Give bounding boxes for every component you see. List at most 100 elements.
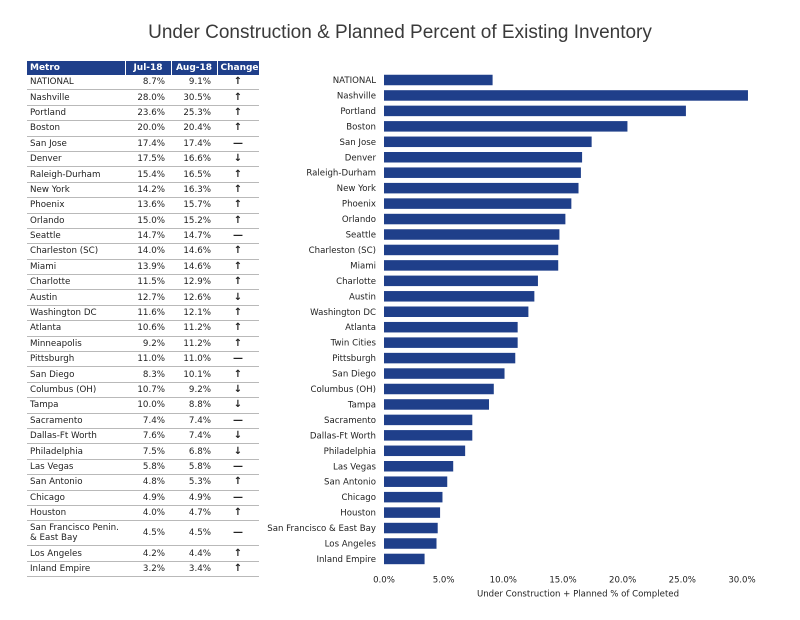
aug-cell: 4.9% xyxy=(171,490,217,506)
metro-cell: San Francisco Penin. & East Bay xyxy=(27,520,125,547)
category-label: Chicago xyxy=(341,493,376,503)
category-label: Charlotte xyxy=(336,277,376,287)
table-row: Dallas-Ft Worth 7.6% 7.4% ↓ xyxy=(27,428,259,445)
bar xyxy=(384,337,518,348)
metro-table: Metro Jul-18 Aug-18 Change NATIONAL 8.7% 9… xyxy=(27,61,260,578)
table-row: Raleigh-Durham 15.4% 16.5% ↑ xyxy=(27,166,259,183)
arrow-up-icon: ↑ xyxy=(217,305,259,322)
jul-cell: 4.9% xyxy=(125,490,171,506)
bar xyxy=(384,553,425,565)
category-label: Phoenix xyxy=(342,200,376,210)
jul-cell: 4.5% xyxy=(125,520,171,547)
bar xyxy=(384,105,686,117)
table-row: Orlando 15.0% 15.2% ↑ xyxy=(27,213,259,229)
bar xyxy=(384,538,437,549)
bar xyxy=(384,383,494,395)
aug-cell: 4.7% xyxy=(171,505,217,522)
category-label: NATIONAL xyxy=(333,76,376,86)
metro-cell: Houston xyxy=(27,505,125,522)
table-row: Charleston (SC) 14.0% 14.6% ↑ xyxy=(27,243,259,260)
aug-cell: 5.3% xyxy=(171,474,217,491)
jul-cell: 15.0% xyxy=(125,213,171,229)
category-label: Los Angeles xyxy=(325,540,377,550)
arrow-up-icon: ↑ xyxy=(217,259,259,276)
metro-cell: Inland Empire xyxy=(27,561,125,578)
metro-cell: Orlando xyxy=(27,213,125,229)
aug-cell: 14.6% xyxy=(171,243,217,260)
page-title: Under Construction & Planned Percent of … xyxy=(148,22,652,43)
aug-cell: 16.6% xyxy=(171,151,217,168)
table-row: Houston 4.0% 4.7% ↑ xyxy=(27,505,259,522)
jul-cell: 20.0% xyxy=(125,120,171,137)
x-tick-label: 25.0% xyxy=(669,575,696,585)
bar xyxy=(384,445,466,457)
bar xyxy=(384,260,559,271)
x-tick-label: 30.0% xyxy=(728,575,755,585)
header-metro: Metro xyxy=(27,61,126,75)
bar xyxy=(384,352,516,364)
metro-cell: Sacramento xyxy=(27,413,125,429)
jul-cell: 14.2% xyxy=(125,182,171,199)
table-row: San Diego 8.3% 10.1% ↑ xyxy=(27,366,259,383)
dash-icon: — xyxy=(217,490,259,506)
jul-cell: 11.5% xyxy=(125,274,171,291)
arrow-up-icon: ↑ xyxy=(217,366,259,383)
category-label: Charleston (SC) xyxy=(309,246,376,256)
bar-chart-svg: NATIONAL Nashville Portland Boston San Jose D… xyxy=(267,74,756,599)
metro-cell: Miami xyxy=(27,259,125,276)
table-row: San Francisco Penin. & East Bay 4.5% 4.5% — xyxy=(27,520,259,547)
header-change: Change xyxy=(217,61,260,75)
aug-cell: 3.4% xyxy=(171,561,217,578)
jul-cell: 10.6% xyxy=(125,320,171,337)
metro-cell: Phoenix xyxy=(27,197,125,214)
aug-cell: 14.7% xyxy=(171,228,217,245)
metro-cell: Boston xyxy=(27,120,125,137)
category-label: Orlando xyxy=(342,215,376,225)
bar xyxy=(384,491,443,503)
jul-cell: 11.6% xyxy=(125,305,171,322)
table-row: Phoenix 13.6% 15.7% ↑ xyxy=(27,197,259,214)
bar xyxy=(384,198,572,209)
category-label: New York xyxy=(337,184,376,194)
aug-cell: 5.8% xyxy=(171,459,217,476)
aug-cell: 12.1% xyxy=(171,305,217,322)
arrow-up-icon: ↑ xyxy=(217,320,259,337)
dash-icon: — xyxy=(217,136,259,152)
table-row: Austin 12.7% 12.6% ↓ xyxy=(27,289,259,306)
arrow-up-icon: ↑ xyxy=(217,89,259,106)
table-row: San Jose 17.4% 17.4% — xyxy=(27,136,259,152)
arrow-up-icon: ↑ xyxy=(217,505,259,522)
table-row: Washington DC 11.6% 12.1% ↑ xyxy=(27,305,259,322)
metro-cell: Chicago xyxy=(27,490,125,506)
category-label: Las Vegas xyxy=(333,462,376,472)
dash-icon: — xyxy=(217,520,259,547)
dash-icon: — xyxy=(217,351,259,368)
metro-cell: Seattle xyxy=(27,228,125,245)
aug-cell: 4.4% xyxy=(171,545,217,562)
category-label: Columbus (OH) xyxy=(310,385,376,395)
category-label: Philadelphia xyxy=(324,447,376,457)
table-row: Nashville 28.0% 30.5% ↑ xyxy=(27,89,259,106)
table-row: NATIONAL 8.7% 9.1% ↑ xyxy=(27,75,259,91)
arrow-up-icon: ↑ xyxy=(217,166,259,183)
arrow-up-icon: ↑ xyxy=(217,561,259,578)
jul-cell: 12.7% xyxy=(125,289,171,306)
bar xyxy=(384,399,490,410)
jul-cell: 10.0% xyxy=(125,397,171,414)
arrow-up-icon: ↑ xyxy=(217,474,259,491)
bar xyxy=(384,430,473,441)
arrow-up-icon: ↑ xyxy=(217,545,259,562)
header-aug: Aug-18 xyxy=(171,61,218,75)
table-row: Los Angeles 4.2% 4.4% ↑ xyxy=(27,545,259,562)
metro-cell: Nashville xyxy=(27,89,125,106)
category-label: Boston xyxy=(346,122,376,132)
table-row: Denver 17.5% 16.6% ↓ xyxy=(27,151,259,168)
aug-cell: 6.8% xyxy=(171,443,217,460)
metro-cell: San Diego xyxy=(27,366,125,383)
arrow-up-icon: ↑ xyxy=(217,120,259,137)
aug-cell: 8.8% xyxy=(171,397,217,414)
jul-cell: 17.4% xyxy=(125,136,171,152)
metro-cell: Denver xyxy=(27,151,125,168)
metro-cell: Washington DC xyxy=(27,305,125,322)
category-label: Austin xyxy=(349,292,376,302)
